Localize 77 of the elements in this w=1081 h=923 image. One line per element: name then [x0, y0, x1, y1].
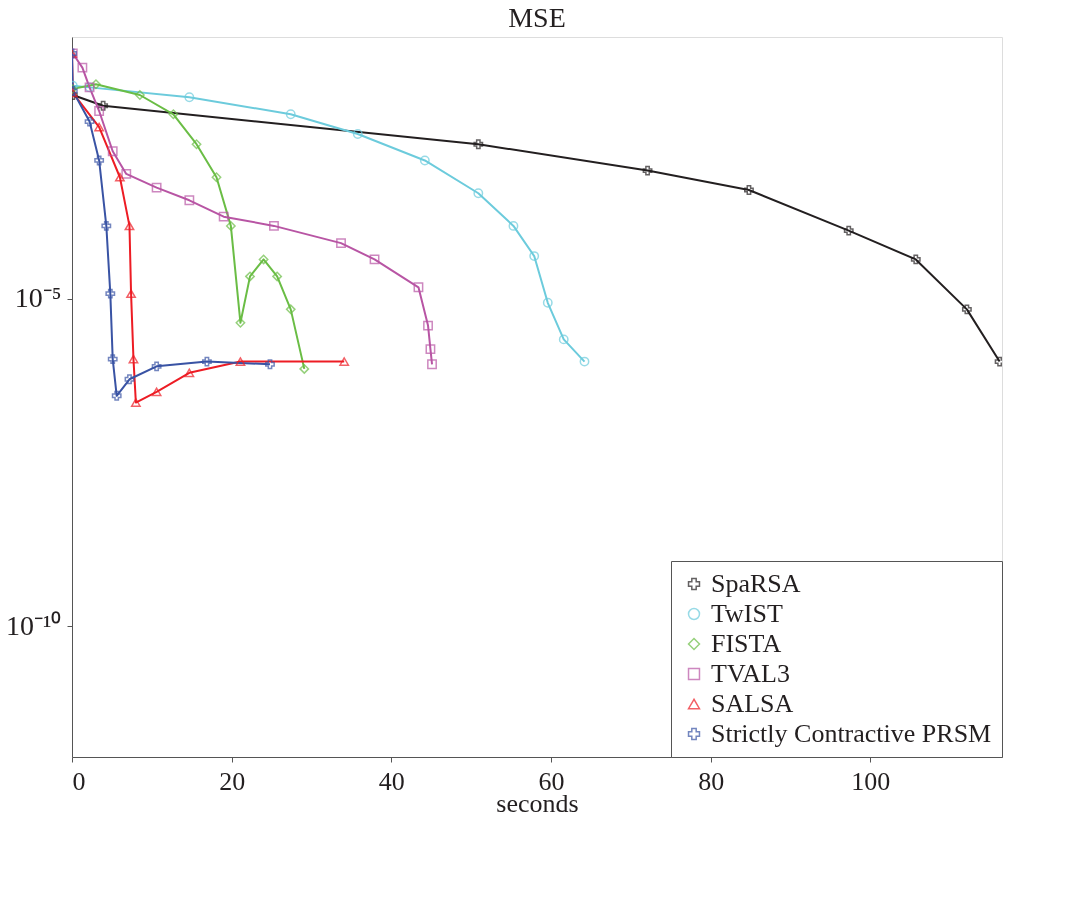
- point: [339, 357, 350, 366]
- y-tick-label: 10⁻¹⁰: [6, 609, 62, 641]
- point: [124, 221, 135, 231]
- point: [84, 116, 95, 127]
- point: [285, 109, 296, 120]
- y-tick-label: 10⁻⁵: [14, 282, 62, 314]
- legend-label: SALSA: [711, 689, 794, 718]
- point: [579, 356, 590, 367]
- point: [184, 195, 195, 206]
- point: [508, 220, 519, 231]
- point: [473, 188, 484, 199]
- point: [94, 155, 105, 166]
- point: [121, 168, 132, 179]
- point: [529, 251, 540, 261]
- point: [258, 254, 269, 265]
- point: [94, 122, 105, 132]
- legend-label: Strictly Contractive PRSM: [711, 719, 992, 748]
- point: [91, 79, 101, 90]
- point: [642, 165, 653, 176]
- legend-label: FISTA: [711, 629, 782, 658]
- point: [744, 185, 754, 195]
- point: [130, 398, 141, 407]
- point: [225, 220, 236, 231]
- point: [265, 359, 275, 370]
- point: [151, 182, 162, 193]
- point: [184, 368, 195, 378]
- point: [425, 344, 436, 355]
- point: [107, 146, 118, 157]
- point: [910, 254, 921, 265]
- point: [961, 304, 972, 315]
- point: [126, 289, 137, 299]
- point: [423, 320, 433, 331]
- point: [285, 304, 296, 315]
- x-tick-label: 100: [851, 766, 891, 796]
- point: [77, 62, 88, 73]
- point: [114, 172, 125, 182]
- x-tick-label: 80: [698, 766, 725, 796]
- point: [473, 139, 484, 150]
- point: [245, 271, 255, 282]
- point: [201, 356, 212, 367]
- point: [843, 225, 854, 236]
- point: [191, 139, 202, 150]
- x-tick-label: 40: [378, 766, 405, 796]
- point: [128, 354, 139, 364]
- point: [272, 271, 283, 282]
- point: [105, 288, 116, 299]
- legend-label: SpaRSA: [711, 569, 801, 598]
- x-tick-label: 20: [219, 766, 246, 796]
- point: [111, 390, 122, 401]
- point: [101, 220, 112, 231]
- point: [369, 254, 380, 265]
- point: [336, 238, 346, 249]
- point: [184, 92, 195, 103]
- point: [269, 220, 279, 231]
- point: [151, 361, 162, 372]
- point: [235, 357, 246, 366]
- point: [168, 109, 179, 120]
- point: [211, 172, 222, 183]
- x-tick-label: 0: [72, 766, 86, 796]
- point: [419, 155, 430, 166]
- point: [151, 387, 162, 397]
- point: [218, 211, 229, 222]
- point: [542, 297, 553, 308]
- point: [134, 90, 145, 100]
- point: [352, 129, 363, 139]
- point: [107, 354, 118, 365]
- legend-label: TwIST: [711, 599, 783, 628]
- chart-title: MSE: [508, 2, 566, 33]
- point: [413, 282, 424, 293]
- point: [299, 363, 310, 374]
- point: [427, 359, 437, 370]
- point: [558, 334, 569, 345]
- legend-label: TVAL3: [711, 659, 790, 688]
- point: [98, 100, 109, 111]
- point: [124, 374, 135, 385]
- x-tick-label: 60: [538, 766, 565, 796]
- point: [94, 106, 105, 116]
